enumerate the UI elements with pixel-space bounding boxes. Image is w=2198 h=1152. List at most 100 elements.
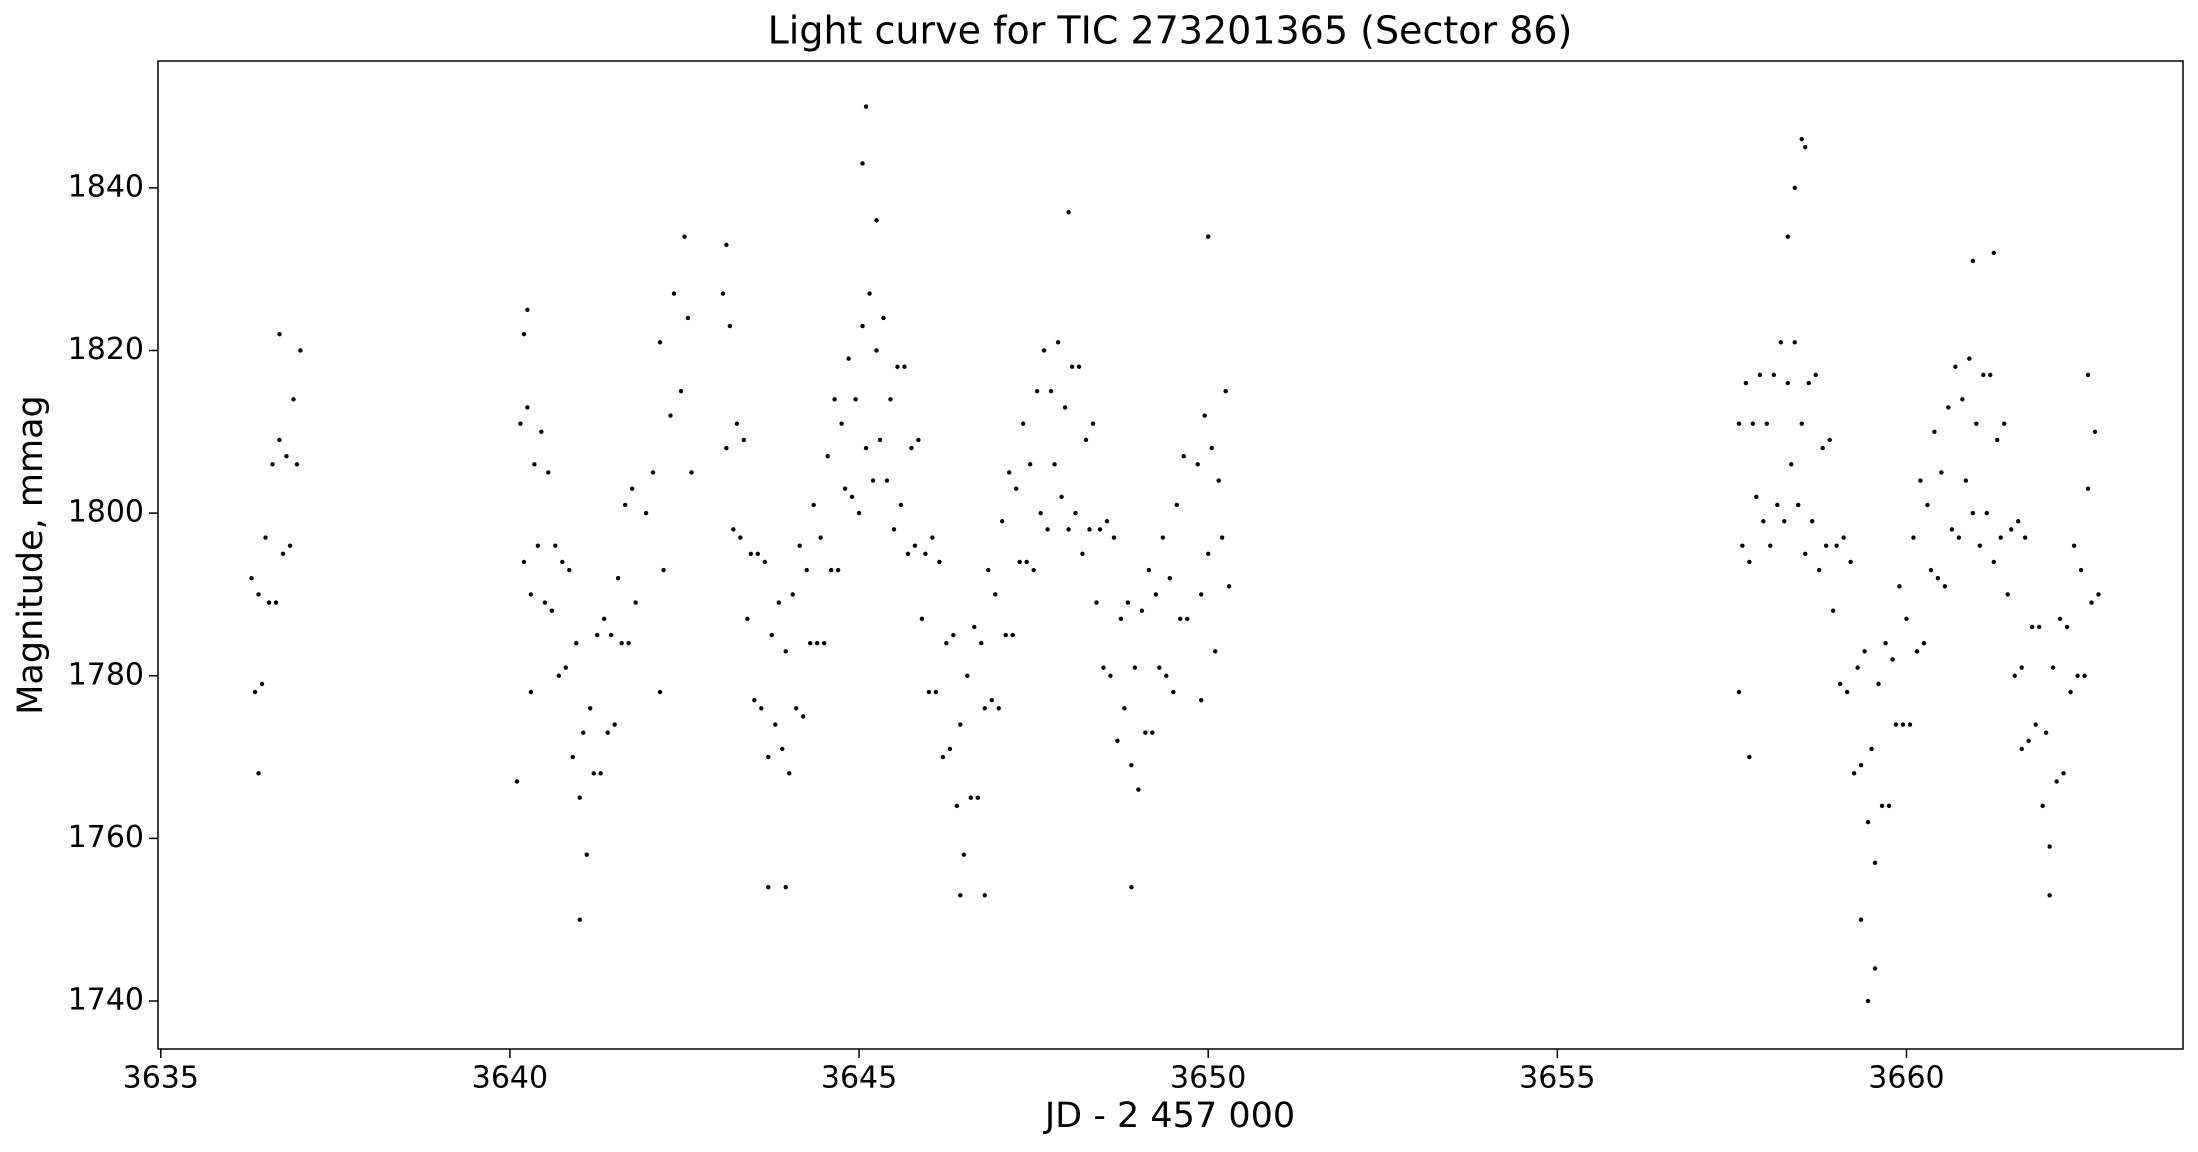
data-point	[2092, 429, 2098, 435]
y-tick-label: 1800	[68, 495, 144, 530]
data-point	[835, 567, 841, 573]
data-point	[947, 746, 953, 752]
data-point	[1206, 234, 1211, 239]
data-point	[584, 852, 589, 857]
data-point	[870, 478, 876, 483]
data-point	[2078, 567, 2084, 573]
data-point	[1918, 478, 1923, 483]
data-point	[622, 502, 628, 508]
data-point	[881, 315, 886, 321]
data-point	[633, 600, 638, 605]
data-point	[874, 348, 879, 353]
data-point	[1066, 210, 1071, 215]
data-point	[1757, 372, 1763, 378]
data-point	[828, 567, 834, 573]
data-point	[1778, 340, 1783, 345]
data-point	[1223, 388, 1228, 394]
data-point	[2016, 519, 2021, 524]
data-point	[1830, 608, 1836, 613]
data-point	[776, 600, 781, 605]
data-point	[825, 454, 830, 459]
data-point	[762, 559, 768, 565]
data-point	[1789, 462, 1794, 467]
data-point	[2043, 730, 2049, 735]
data-point	[1837, 681, 1843, 687]
data-point	[549, 608, 555, 613]
data-point	[989, 697, 994, 703]
data-point	[601, 616, 607, 622]
data-point	[975, 795, 980, 800]
data-point	[821, 641, 827, 646]
data-point	[1932, 429, 1937, 435]
data-point	[1988, 372, 1993, 378]
data-point	[1810, 519, 1815, 524]
data-point	[1970, 510, 1976, 516]
data-point	[926, 689, 932, 695]
data-point	[1949, 527, 1955, 532]
data-point	[1834, 543, 1839, 548]
data-point	[1803, 144, 1808, 150]
data-point	[1879, 803, 1885, 809]
data-point	[940, 754, 946, 760]
data-point	[532, 462, 537, 467]
data-point	[1174, 502, 1179, 508]
data-point	[769, 632, 774, 638]
data-point	[1942, 584, 1948, 589]
data-point	[2075, 673, 2080, 678]
data-point	[738, 535, 743, 540]
data-point	[1090, 421, 1096, 426]
data-point	[1066, 527, 1071, 532]
data-point	[811, 502, 816, 508]
data-point	[2022, 535, 2028, 540]
data-point	[1062, 405, 1068, 410]
data-point	[1006, 470, 1012, 475]
data-point	[1858, 763, 1864, 768]
data-point	[521, 332, 527, 337]
data-point	[846, 356, 851, 361]
data-point	[912, 543, 918, 548]
data-point	[930, 535, 935, 540]
data-point	[678, 388, 684, 394]
data-point	[1118, 616, 1124, 622]
data-point	[1038, 510, 1043, 516]
data-point	[1806, 380, 1811, 386]
data-point	[2002, 421, 2007, 426]
data-point	[724, 445, 729, 451]
data-point	[588, 706, 593, 711]
data-point	[560, 559, 565, 565]
data-point	[1858, 917, 1864, 922]
data-point	[1139, 608, 1145, 613]
data-point	[280, 551, 286, 556]
data-point	[1911, 535, 1916, 540]
data-point	[1816, 567, 1822, 573]
data-point	[982, 706, 987, 711]
data-point	[266, 600, 272, 605]
data-point	[839, 421, 844, 426]
data-point	[1024, 559, 1029, 565]
x-tick-label: 3640	[472, 1061, 548, 1096]
data-point	[1886, 803, 1892, 809]
data-point	[993, 592, 998, 597]
data-point	[1848, 559, 1853, 565]
data-point	[1782, 519, 1787, 524]
data-point	[818, 535, 823, 540]
data-point	[298, 348, 303, 353]
data-point	[1792, 185, 1797, 191]
data-point	[1799, 421, 1804, 426]
data-point	[2012, 673, 2017, 678]
data-point	[1928, 567, 1934, 573]
data-point	[528, 689, 534, 695]
data-point	[1202, 413, 1207, 418]
data-point	[759, 706, 764, 711]
data-point	[891, 527, 897, 532]
data-point	[263, 535, 268, 540]
data-point	[1185, 616, 1190, 622]
data-point	[863, 445, 869, 451]
data-point	[514, 779, 520, 784]
data-point	[1143, 730, 1148, 735]
data-point	[629, 486, 635, 491]
data-point	[1048, 388, 1054, 394]
data-point	[1946, 405, 1951, 410]
data-point	[937, 559, 942, 565]
data-point	[525, 405, 530, 410]
